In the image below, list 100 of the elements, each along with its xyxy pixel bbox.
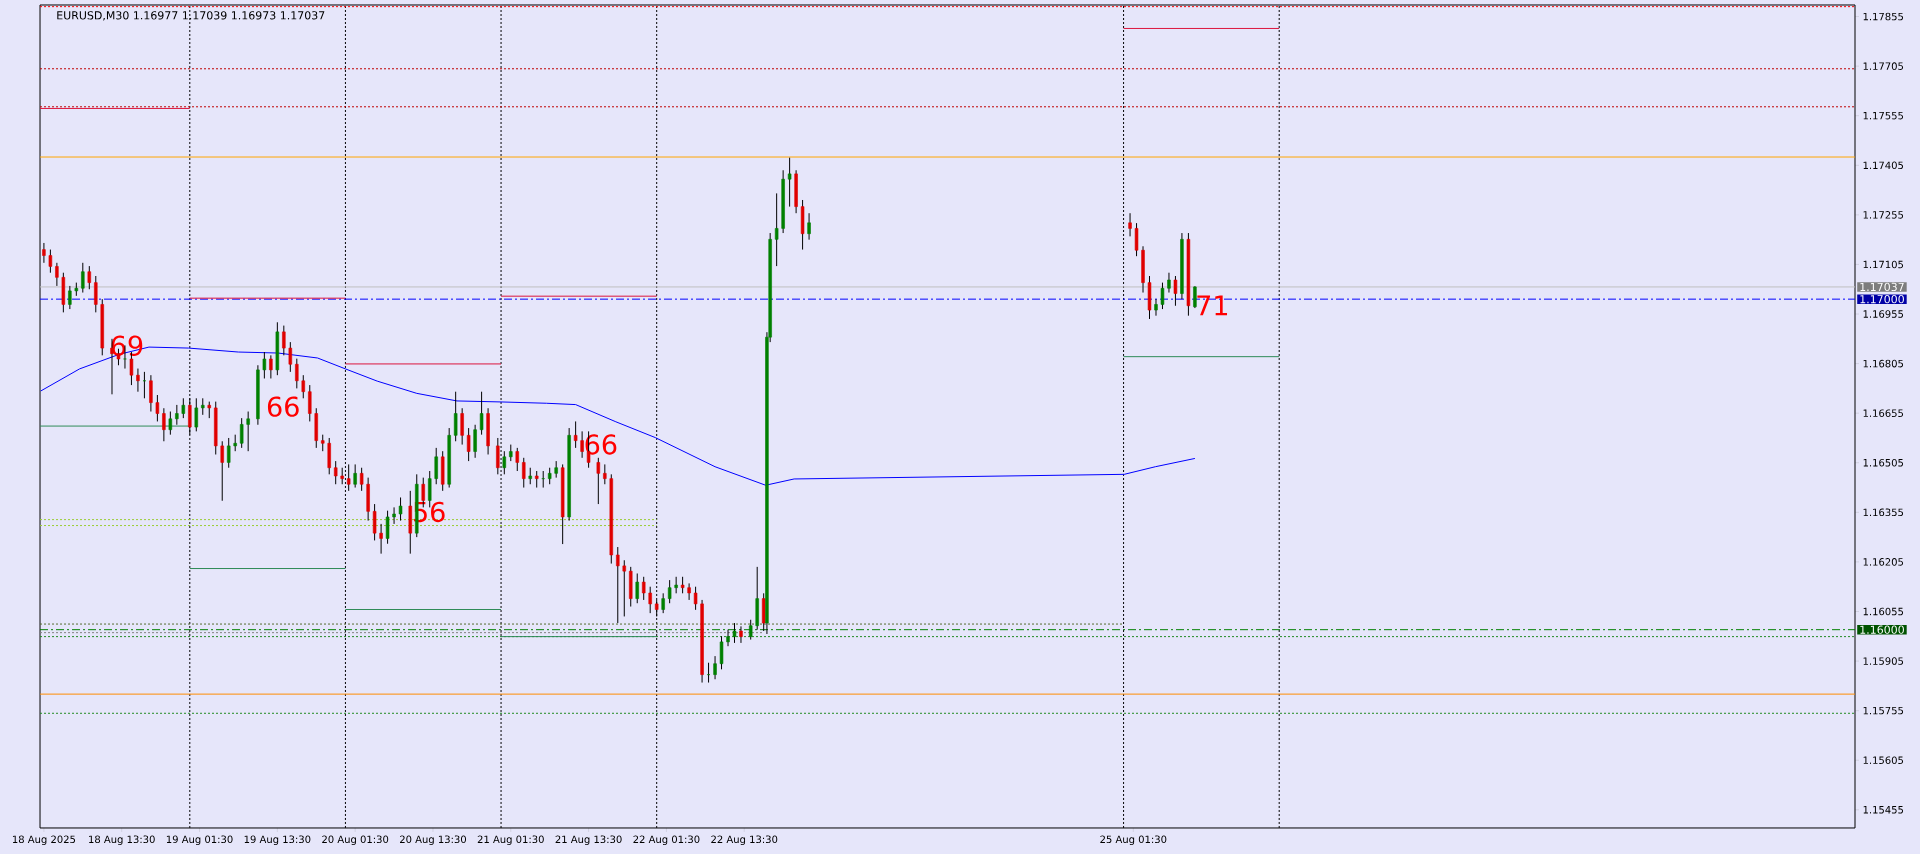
candlestick [385, 510, 390, 545]
y-tick-label: 1.17855 [1863, 12, 1904, 21]
candlestick [55, 262, 59, 287]
ref-line-label: 1.17037 [1860, 282, 1904, 292]
candlestick [1173, 275, 1178, 307]
candlestick [515, 447, 519, 472]
candlestick [807, 212, 811, 241]
candlestick [573, 420, 578, 449]
candlestick [42, 242, 46, 264]
candlestick [301, 374, 306, 399]
y-tick-label: 1.15455 [1863, 806, 1904, 814]
y-tick-label: 1.17255 [1863, 211, 1904, 219]
candlestick [706, 662, 711, 684]
y-tick-label: 1.15755 [1863, 706, 1904, 715]
candlestick [359, 467, 364, 492]
candlestick [453, 391, 458, 442]
candlestick [94, 275, 98, 313]
candlestick [1167, 272, 1171, 294]
y-tick-label: 1.16205 [1863, 558, 1904, 566]
y-tick-label: 1.17105 [1863, 260, 1904, 269]
candlestick [239, 417, 244, 449]
x-tick-label: 22 Aug 01:30 [633, 835, 700, 846]
candlestick [479, 391, 484, 436]
candlestick [181, 397, 186, 419]
x-tick-label: 19 Aug 13:30 [244, 835, 311, 846]
candlestick [460, 407, 464, 446]
y-tick-label: 1.17555 [1863, 112, 1904, 120]
ref-line-label: 1.17000 [1860, 295, 1904, 304]
candlestick [667, 579, 672, 604]
chart-title: EURUSD,M30 1.16977 1.17039 1.16973 1.17037 [57, 11, 325, 21]
candlestick [282, 325, 286, 356]
annotation: 71 [1197, 295, 1228, 316]
candlestick [308, 384, 312, 422]
candlestick [149, 374, 153, 413]
x-tick-label: 18 Aug 13:30 [89, 835, 155, 846]
candlestick [687, 582, 691, 601]
candlestick [379, 523, 383, 555]
candlestick [269, 354, 273, 379]
candlestick [48, 249, 53, 274]
candlestick [262, 351, 267, 379]
candlestick [719, 635, 724, 670]
candlestick [1160, 282, 1165, 310]
candlestick [295, 358, 299, 389]
ref-line-label: 1.16000 [1860, 625, 1904, 634]
candlestick [774, 192, 779, 267]
candlestick [136, 368, 140, 393]
annotation: 66 [267, 396, 299, 417]
candlestick [372, 503, 377, 541]
candlestick [622, 559, 626, 617]
candlestick [635, 572, 639, 604]
candlestick [713, 655, 717, 680]
candlestick [466, 427, 471, 462]
candlestick [220, 440, 224, 502]
candlestick [68, 285, 72, 310]
x-tick-label: 21 Aug 01:30 [477, 835, 544, 846]
x-tick-label: 21 Aug 13:30 [555, 835, 622, 846]
candlestick [693, 586, 698, 611]
y-tick-label: 1.16505 [1863, 458, 1904, 467]
candlestick [226, 437, 231, 469]
candlestick [787, 157, 792, 208]
x-tick-label: 22 Aug 13:30 [711, 835, 778, 846]
annotation: 69 [111, 335, 143, 356]
x-tick-label: 25 Aug 01:30 [1100, 835, 1167, 846]
candlestick [1128, 212, 1132, 237]
candlestick [333, 460, 338, 485]
candlestick [168, 411, 173, 436]
candlestick [603, 463, 607, 485]
y-tick-label: 1.17405 [1863, 161, 1904, 170]
candlestick [739, 625, 743, 644]
candlestick [580, 430, 584, 459]
y-tick-label: 1.15605 [1863, 756, 1904, 765]
candlestick [194, 397, 199, 432]
y-tick-label: 1.16655 [1863, 409, 1904, 417]
y-tick-label: 1.16805 [1863, 359, 1904, 368]
candlestick [155, 394, 160, 422]
y-tick-label: 1.16355 [1863, 508, 1904, 517]
candlestick [175, 404, 179, 426]
candlestick [434, 447, 438, 485]
candlestick [596, 457, 601, 505]
candlestick [288, 341, 293, 373]
x-tick-label: 20 Aug 13:30 [400, 835, 467, 846]
candlestick [522, 457, 526, 489]
y-tick-label: 1.16955 [1863, 310, 1904, 318]
y-tick-label: 1.15905 [1863, 657, 1904, 665]
candlestick [1154, 298, 1158, 317]
x-tick-label: 19 Aug 01:30 [166, 835, 233, 846]
candlestick [246, 411, 250, 452]
candlestick [641, 576, 646, 601]
candlestick [661, 592, 665, 614]
y-tick-label: 1.16055 [1863, 607, 1904, 616]
candlestick [392, 506, 396, 525]
candlestick [1134, 222, 1139, 257]
candlestick [87, 265, 92, 290]
x-tick-label: 18 Aug 2025 [12, 835, 76, 846]
candlestick [162, 407, 166, 442]
candlestick [648, 586, 652, 614]
x-tick-label: 20 Aug 01:30 [322, 835, 389, 846]
candlestick [541, 470, 545, 489]
candlestick [473, 424, 477, 459]
candlestick [398, 496, 403, 522]
